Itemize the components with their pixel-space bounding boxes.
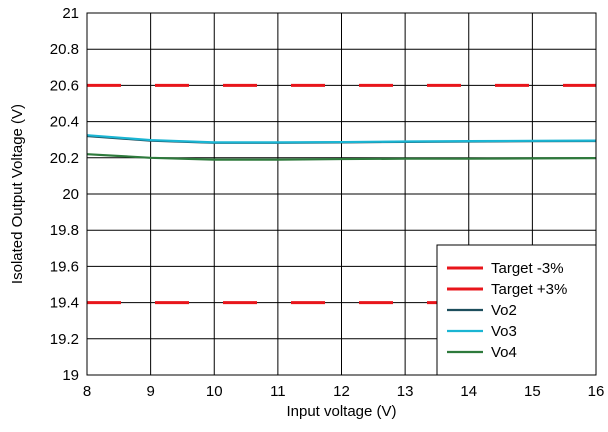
y-tick-label: 20.4 (50, 114, 79, 131)
legend-label: Vo4 (491, 344, 517, 361)
y-tick-label: 19.4 (50, 295, 79, 312)
legend-label: Target -3% (491, 260, 564, 277)
y-axis-ticks: 19 19.2 19.4 19.6 19.8 20 20.2 20.4 20.6 20.8 21 (50, 5, 79, 384)
x-tick-label: 11 (270, 383, 286, 400)
legend-label: Vo2 (491, 302, 517, 319)
y-tick-label: 19 (62, 367, 79, 384)
y-tick-label: 19.6 (50, 258, 79, 275)
x-tick-label: 15 (524, 383, 541, 400)
legend-label: Target +3% (491, 281, 567, 298)
x-tick-label: 10 (206, 383, 223, 400)
legend: Target -3% Target +3% Vo2 Vo3 Vo4 (436, 244, 597, 376)
x-tick-label: 8 (83, 383, 91, 400)
y-tick-label: 21 (62, 5, 79, 22)
y-tick-label: 19.2 (50, 331, 79, 348)
x-tick-label: 14 (460, 383, 477, 400)
y-tick-label: 19.8 (50, 222, 79, 239)
x-tick-label: 12 (333, 383, 350, 400)
y-axis-label: Isolated Output Voltage (V) (9, 104, 26, 284)
y-tick-label: 20.8 (50, 41, 79, 58)
x-tick-label: 9 (146, 383, 154, 400)
y-tick-label: 20.2 (50, 150, 79, 167)
series-line-vo3 (86, 134, 597, 144)
legend-label: Vo3 (491, 323, 517, 340)
x-axis-label: Input voltage (V) (286, 403, 396, 420)
x-tick-label: 16 (588, 383, 605, 400)
series-line-vo4 (86, 153, 597, 161)
x-axis-ticks: 8 9 10 11 12 13 14 15 16 (83, 383, 605, 400)
y-tick-label: 20.6 (50, 77, 79, 94)
plot-area-frame (86, 12, 597, 376)
x-tick-label: 13 (397, 383, 414, 400)
y-tick-label: 20 (62, 186, 79, 203)
